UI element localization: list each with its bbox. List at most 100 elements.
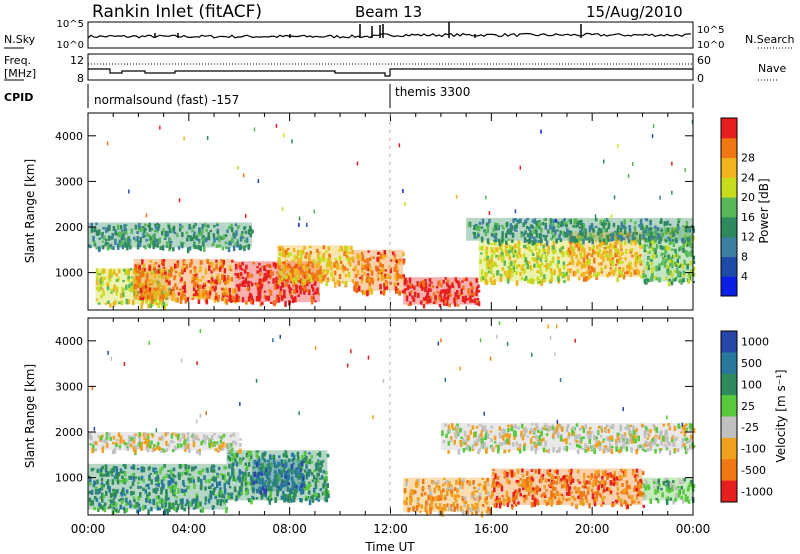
data-cell xyxy=(291,468,294,471)
data-cell xyxy=(121,497,124,501)
data-cell xyxy=(302,279,306,282)
data-cell xyxy=(127,239,130,245)
data-cell xyxy=(545,428,548,431)
data-cell xyxy=(170,241,173,244)
data-cell xyxy=(184,449,187,452)
data-cell xyxy=(192,225,196,229)
data-cell xyxy=(551,257,555,264)
data-cell xyxy=(516,255,520,259)
data-cell xyxy=(219,267,222,272)
data-cell xyxy=(153,273,156,279)
data-cell xyxy=(674,276,678,280)
data-cell xyxy=(283,296,286,299)
data-cell xyxy=(493,239,496,242)
data-cell xyxy=(223,483,226,490)
data-cell xyxy=(620,236,623,242)
data-cell xyxy=(441,430,444,436)
data-cell xyxy=(243,284,247,287)
scatter-cell xyxy=(691,119,694,124)
data-cell xyxy=(463,278,466,281)
data-cell xyxy=(245,452,249,458)
data-cell xyxy=(116,479,120,485)
data-cell xyxy=(651,241,655,246)
data-cell xyxy=(298,280,301,283)
data-cell xyxy=(550,479,554,485)
data-cell xyxy=(180,488,184,493)
data-cell xyxy=(671,265,674,269)
data-cell xyxy=(173,506,176,511)
data-cell xyxy=(317,293,320,296)
data-cell xyxy=(501,224,504,228)
data-cell xyxy=(552,249,555,255)
data-cell xyxy=(225,298,229,305)
data-cell xyxy=(509,223,513,229)
beam-title: Beam 13 xyxy=(355,3,422,21)
data-cell xyxy=(657,265,661,271)
data-cell xyxy=(167,443,170,448)
data-cell xyxy=(584,482,587,487)
data-cell xyxy=(247,280,250,287)
data-cell xyxy=(498,432,501,436)
data-cell xyxy=(431,285,434,288)
data-cell xyxy=(175,433,178,437)
data-cell xyxy=(259,270,262,277)
data-cell xyxy=(520,266,524,271)
data-cell xyxy=(506,471,509,478)
data-cell xyxy=(239,459,242,465)
data-cell xyxy=(279,286,283,292)
data-cell xyxy=(156,476,160,479)
data-cell xyxy=(658,233,661,238)
data-cell xyxy=(354,283,357,288)
data-cell xyxy=(102,445,105,449)
data-cell xyxy=(305,289,308,292)
data-cell xyxy=(552,480,555,485)
data-cell xyxy=(207,280,210,283)
data-cell xyxy=(587,252,590,256)
data-cell xyxy=(286,278,289,283)
data-cell xyxy=(323,268,326,272)
data-cell xyxy=(533,263,536,268)
data-cell xyxy=(279,485,282,491)
data-cell xyxy=(258,262,261,266)
data-cell xyxy=(435,482,439,488)
data-cell xyxy=(590,223,594,228)
data-cell xyxy=(215,237,218,241)
data-cell xyxy=(618,269,622,275)
data-cell xyxy=(317,460,321,464)
data-cell xyxy=(592,492,595,495)
data-cell xyxy=(150,267,153,271)
data-cell xyxy=(133,449,137,454)
data-cell xyxy=(136,244,140,250)
data-cell xyxy=(462,285,465,290)
data-cell xyxy=(299,498,302,502)
data-cell xyxy=(171,296,174,302)
data-cell xyxy=(514,225,517,229)
data-cell xyxy=(208,289,212,296)
data-cell xyxy=(263,453,266,457)
data-cell xyxy=(355,284,359,289)
data-cell xyxy=(496,476,500,480)
data-cell xyxy=(487,433,490,439)
data-cell xyxy=(115,439,119,442)
data-cell xyxy=(588,247,592,251)
data-cell xyxy=(669,234,673,239)
data-cell xyxy=(598,448,602,452)
data-cell xyxy=(462,448,466,453)
data-cell xyxy=(146,283,149,290)
data-cell xyxy=(230,453,233,456)
data-cell xyxy=(611,501,615,505)
data-cell xyxy=(663,438,666,442)
data-cell xyxy=(537,253,540,256)
data-cell xyxy=(286,486,290,492)
data-cell xyxy=(291,270,295,275)
data-cell xyxy=(144,432,147,438)
data-cell xyxy=(115,478,118,482)
data-cell xyxy=(578,226,581,229)
data-cell xyxy=(92,235,95,242)
data-cell xyxy=(227,455,230,460)
data-cell xyxy=(100,281,104,286)
data-cell xyxy=(673,444,676,447)
data-cell xyxy=(677,270,681,277)
data-cell xyxy=(221,298,224,301)
data-cell xyxy=(401,290,404,294)
